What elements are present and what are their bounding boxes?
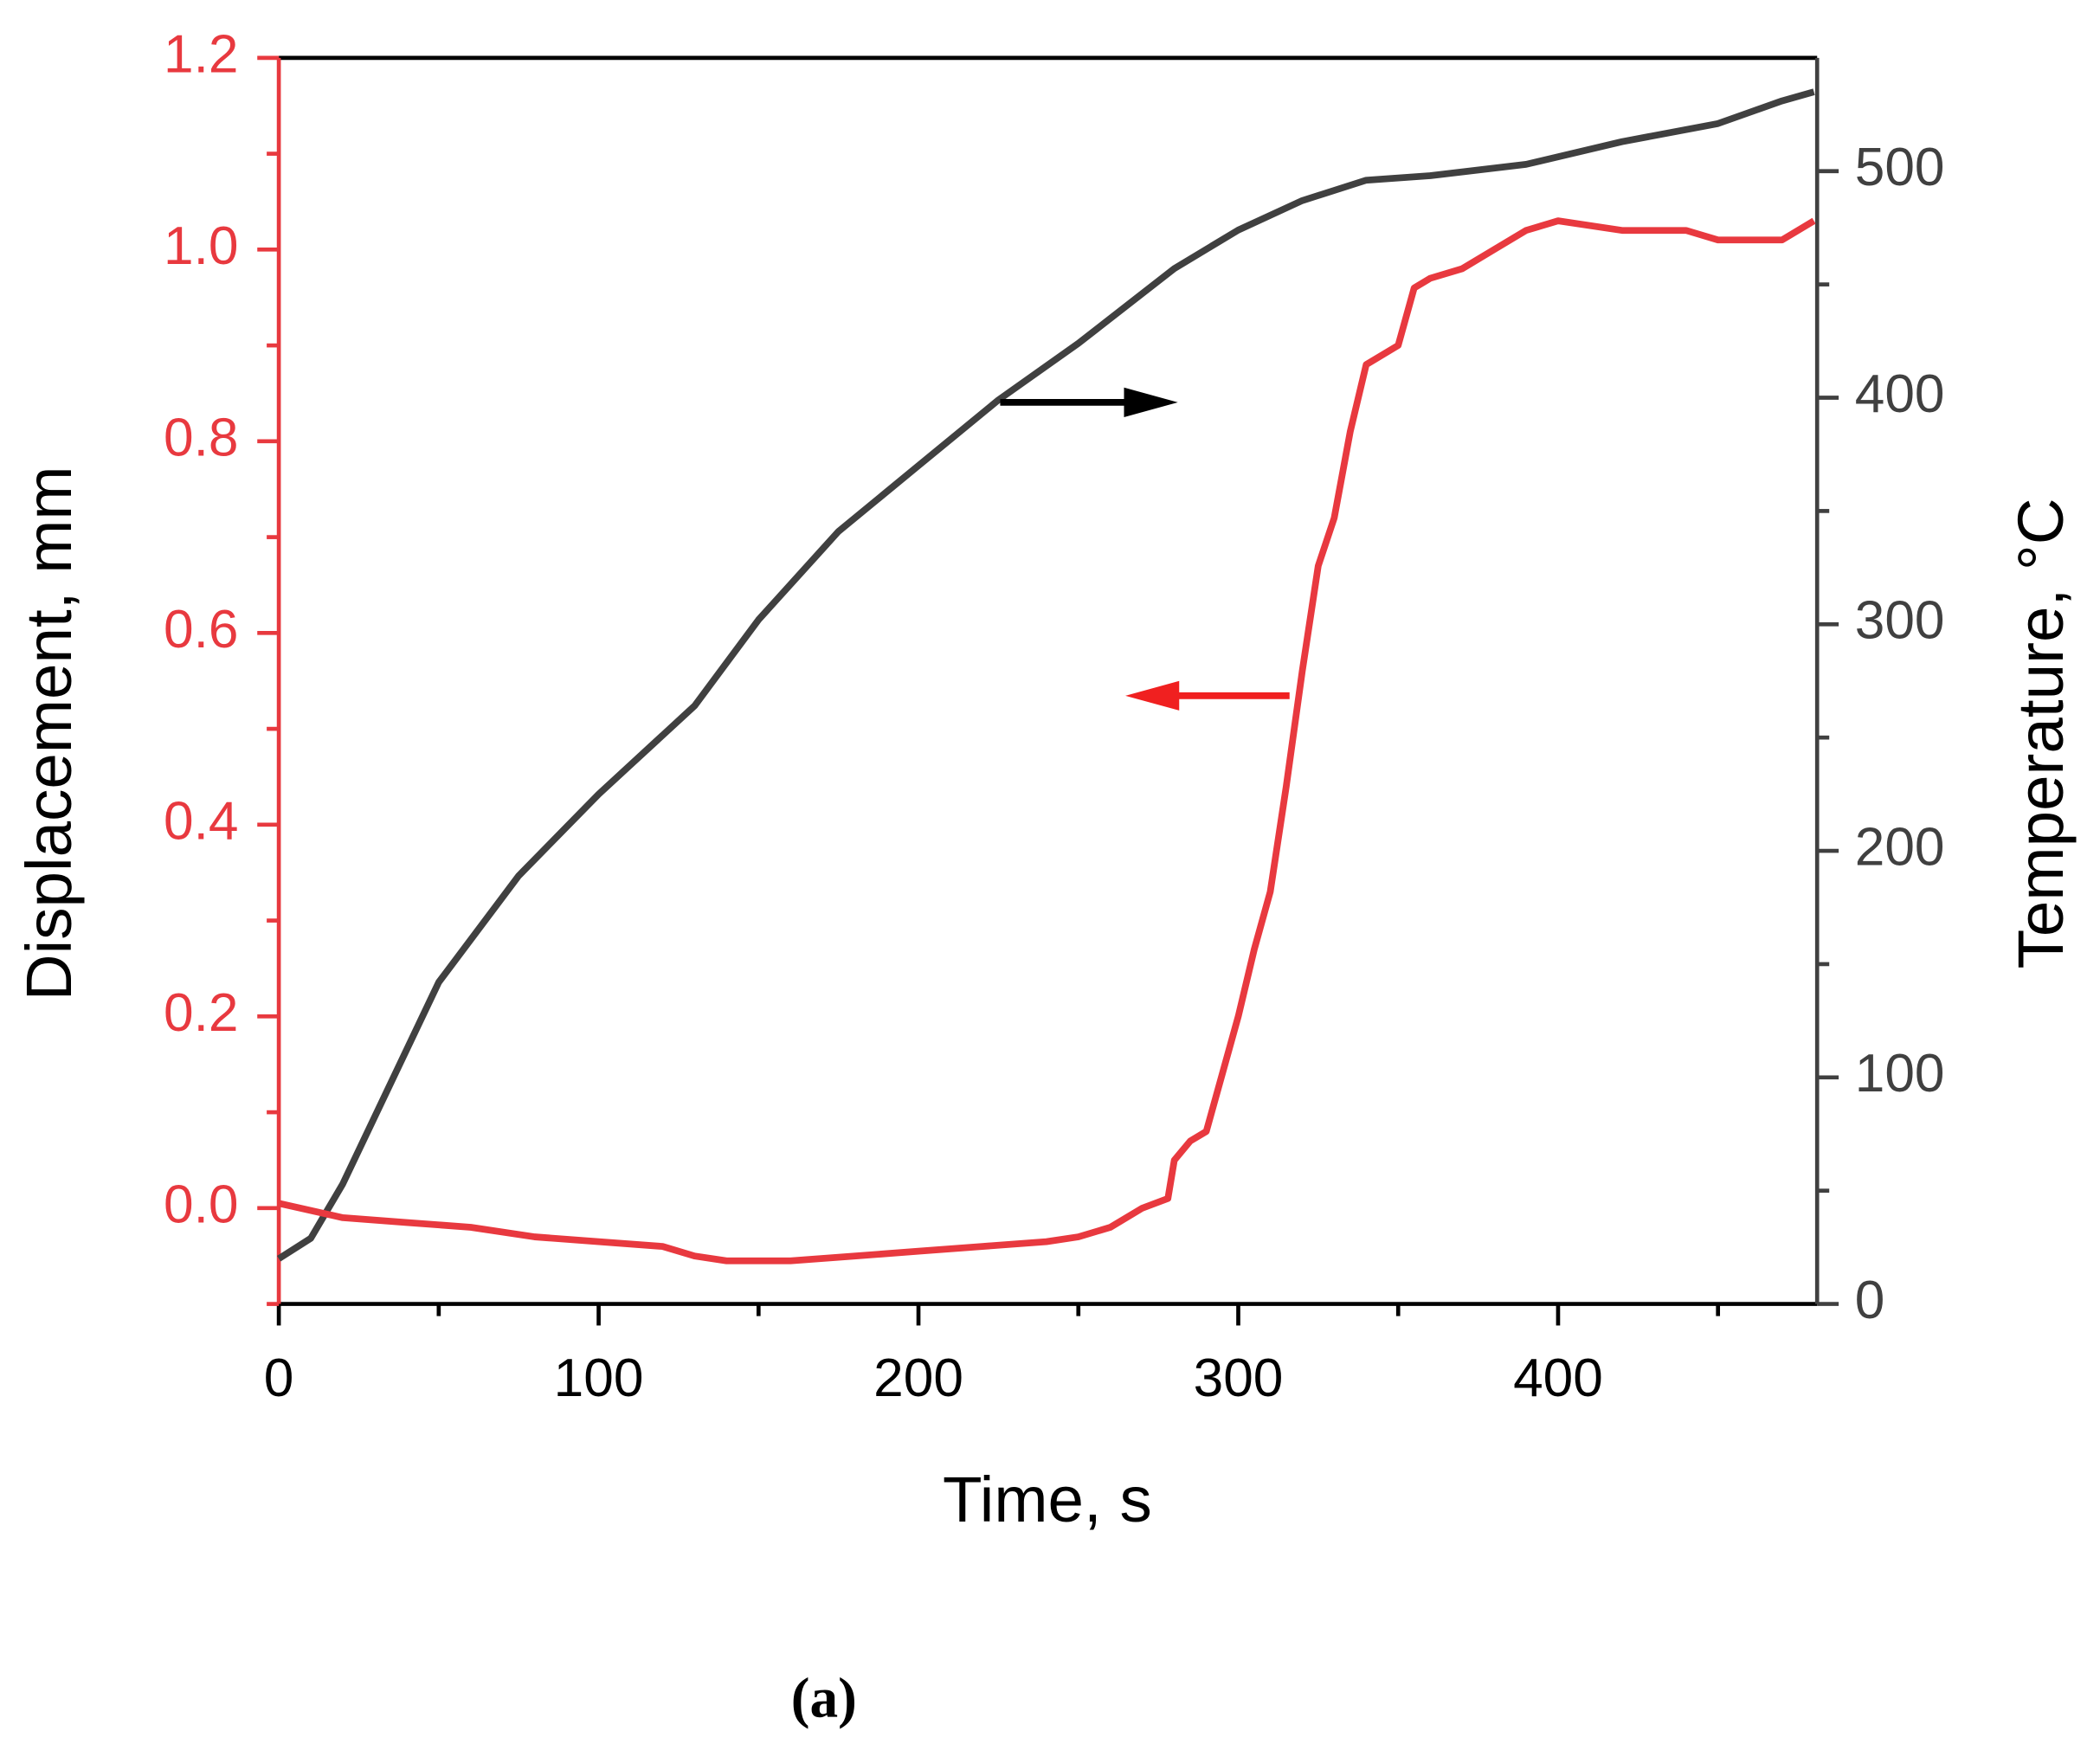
- data-line: [277, 88, 1815, 1262]
- x-tick-label: 200: [873, 1348, 963, 1408]
- x-tick-label: 100: [554, 1348, 644, 1408]
- y-axis-label: Displacement, mm: [12, 466, 85, 1001]
- y-tick-label: 0.8: [164, 408, 238, 467]
- y2-tick-label: 0: [1855, 1271, 1885, 1330]
- arrow-head: [1125, 680, 1180, 711]
- y-tick-label: 0.6: [164, 600, 238, 660]
- plot-area: 0 100 200 300 400 0.0 0.2 0.4 0.6 0.8 1.0 1.2 0 100 20…: [164, 24, 1945, 1408]
- annotation-arrows: [1000, 387, 1290, 711]
- y2-tick-label: 300: [1855, 591, 1945, 651]
- y2-axis-label: Temperature, °C: [2004, 498, 2077, 969]
- y-tick-label: 1.0: [164, 216, 238, 276]
- y2-tick-label: 500: [1855, 138, 1945, 197]
- y-tick-label: 0.4: [164, 791, 238, 851]
- x-tick-label: 0: [264, 1348, 294, 1408]
- data-line: [278, 217, 1816, 1265]
- y2-tick-label: 200: [1855, 817, 1945, 877]
- x-tick-label: 300: [1194, 1348, 1284, 1408]
- x-axis-label: Time, s: [943, 1463, 1152, 1535]
- y2-tick-label: 100: [1855, 1044, 1945, 1104]
- caption: (a): [791, 1667, 857, 1729]
- y-tick-label: 1.2: [164, 24, 238, 84]
- y-tick-label: 0.2: [164, 983, 238, 1043]
- y2-tick-label: 400: [1855, 364, 1945, 424]
- arrow-head: [1124, 387, 1178, 417]
- y-tick-label: 0.0: [164, 1174, 238, 1234]
- x-tick-label: 400: [1513, 1348, 1603, 1408]
